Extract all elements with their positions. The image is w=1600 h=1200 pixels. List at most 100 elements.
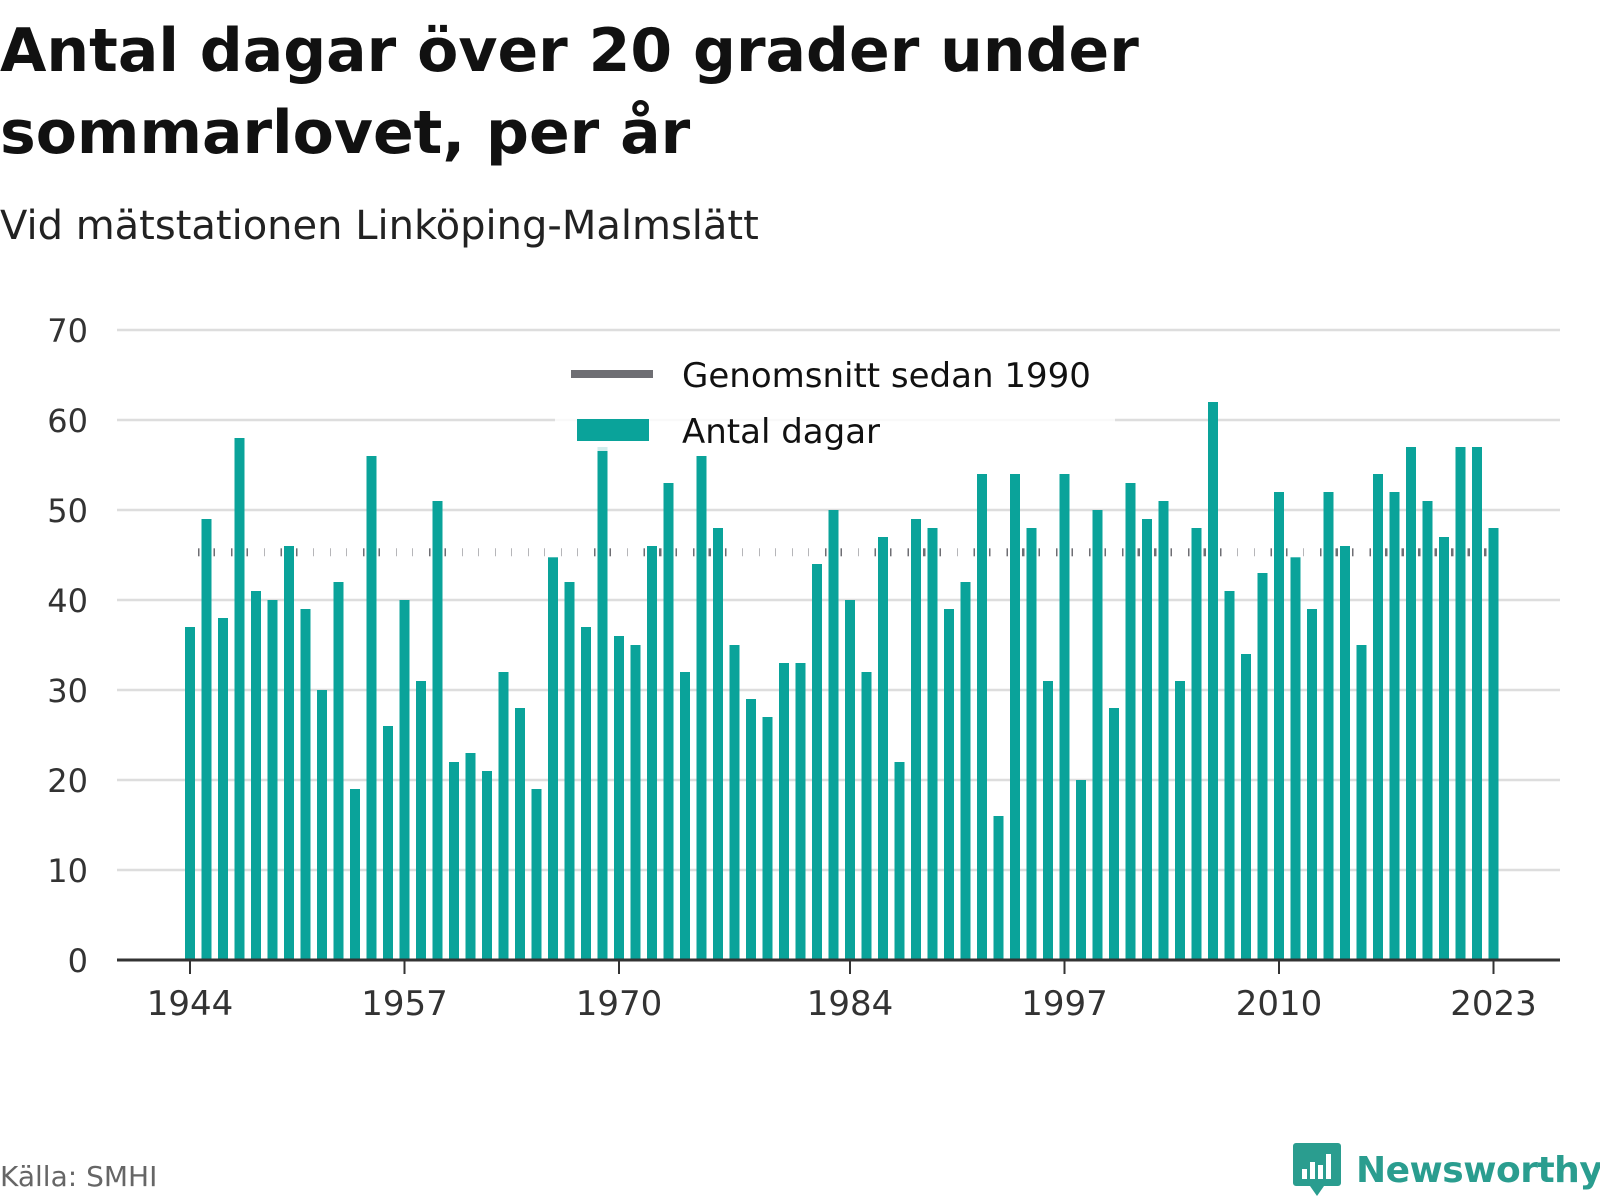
average-line-gap — [677, 547, 693, 558]
bar — [1257, 573, 1268, 960]
bar — [1455, 447, 1466, 960]
average-line-gap — [1106, 547, 1122, 558]
bar — [597, 447, 608, 960]
bar — [1422, 501, 1433, 960]
bar — [1488, 528, 1499, 960]
average-line-gap — [941, 547, 957, 558]
bar — [911, 519, 921, 960]
legend-bar-swatch — [577, 419, 649, 441]
bar — [1026, 528, 1037, 960]
bar — [647, 546, 657, 960]
bar — [630, 645, 641, 960]
average-line-gap — [1287, 547, 1304, 558]
bar — [993, 816, 1004, 960]
average-line-gap — [495, 547, 512, 558]
bar — [944, 609, 954, 960]
average-line-gap — [1040, 547, 1056, 558]
bar — [416, 681, 426, 960]
brand-name: Newsworthy — [1356, 1149, 1600, 1191]
bar — [1356, 645, 1367, 960]
y-tick-label: 0 — [68, 942, 88, 980]
bar — [1323, 492, 1334, 960]
chart-subtitle: Vid mätstationen Linköping-Malmslätt — [0, 203, 759, 249]
average-line-gap — [1304, 547, 1320, 558]
bar — [482, 771, 492, 960]
average-line-gap — [1353, 547, 1370, 558]
bar — [333, 582, 344, 960]
bar — [1274, 492, 1284, 960]
average-line-gap — [512, 547, 528, 558]
average-line-gap — [792, 547, 809, 558]
y-tick-label: 30 — [47, 672, 88, 710]
bar — [267, 600, 278, 960]
bar — [696, 456, 707, 960]
bar — [746, 699, 756, 960]
bar — [614, 636, 624, 960]
average-line-gap — [545, 547, 561, 558]
legend-label-average: Genomsnitt sedan 1990 — [682, 356, 1091, 396]
average-line-gap — [611, 547, 627, 558]
bar — [1208, 402, 1218, 960]
bar — [663, 483, 674, 960]
legend-label-bars: Antal dagar — [682, 412, 880, 452]
bar — [927, 528, 938, 960]
average-line-gap — [347, 547, 363, 558]
bar-chart-speech-bubble-icon — [1293, 1143, 1341, 1196]
bar — [845, 600, 855, 960]
bar — [185, 627, 195, 960]
average-line-gap — [380, 547, 396, 558]
bar — [1175, 681, 1185, 960]
average-line-gap — [743, 547, 759, 558]
x-tick-label: 1970 — [576, 984, 663, 1024]
average-line-gap — [578, 547, 594, 558]
average-line-gap — [1073, 547, 1089, 558]
bar — [449, 762, 459, 960]
bar — [1439, 537, 1449, 960]
average-line-gap — [314, 547, 330, 558]
bar — [878, 537, 888, 960]
x-tick-label: 1997 — [1021, 984, 1108, 1024]
bar — [1389, 492, 1400, 960]
average-line-gap — [809, 547, 825, 558]
x-tick-label: 1957 — [361, 984, 448, 1024]
bar — [350, 789, 360, 960]
bar — [1191, 528, 1202, 960]
bar — [1290, 555, 1301, 960]
x-tick-label: 2023 — [1450, 984, 1537, 1024]
brand-logo: Newsworthy — [1292, 1140, 1600, 1200]
bar — [977, 474, 987, 960]
bar — [317, 690, 327, 960]
average-line-gap — [1254, 547, 1271, 558]
average-line-gap — [297, 547, 314, 558]
bar — [284, 546, 294, 960]
bar — [762, 717, 773, 960]
average-line-gap — [776, 547, 792, 558]
bar — [432, 501, 443, 960]
bar — [251, 591, 261, 960]
average-line-gap — [726, 547, 743, 558]
bar — [465, 753, 476, 960]
bar — [1340, 546, 1350, 960]
bar — [1241, 654, 1251, 960]
bar — [234, 438, 245, 960]
bar — [680, 672, 690, 960]
bar — [1043, 681, 1053, 960]
bar — [1472, 447, 1482, 960]
average-line-segments — [182, 547, 1487, 558]
bar — [1092, 510, 1103, 960]
average-line-gap — [1221, 547, 1238, 558]
bar — [828, 510, 839, 960]
bar — [1406, 447, 1416, 960]
bar — [729, 645, 740, 960]
average-line-gap — [330, 547, 347, 558]
bar — [531, 789, 542, 960]
bar — [960, 582, 971, 960]
bar — [795, 663, 806, 960]
bar — [1373, 474, 1383, 960]
average-line-gap — [479, 547, 495, 558]
bar — [498, 672, 509, 960]
bar — [894, 762, 905, 960]
average-line-gap — [842, 547, 858, 558]
average-line-gap — [858, 547, 875, 558]
bar — [1224, 591, 1235, 960]
